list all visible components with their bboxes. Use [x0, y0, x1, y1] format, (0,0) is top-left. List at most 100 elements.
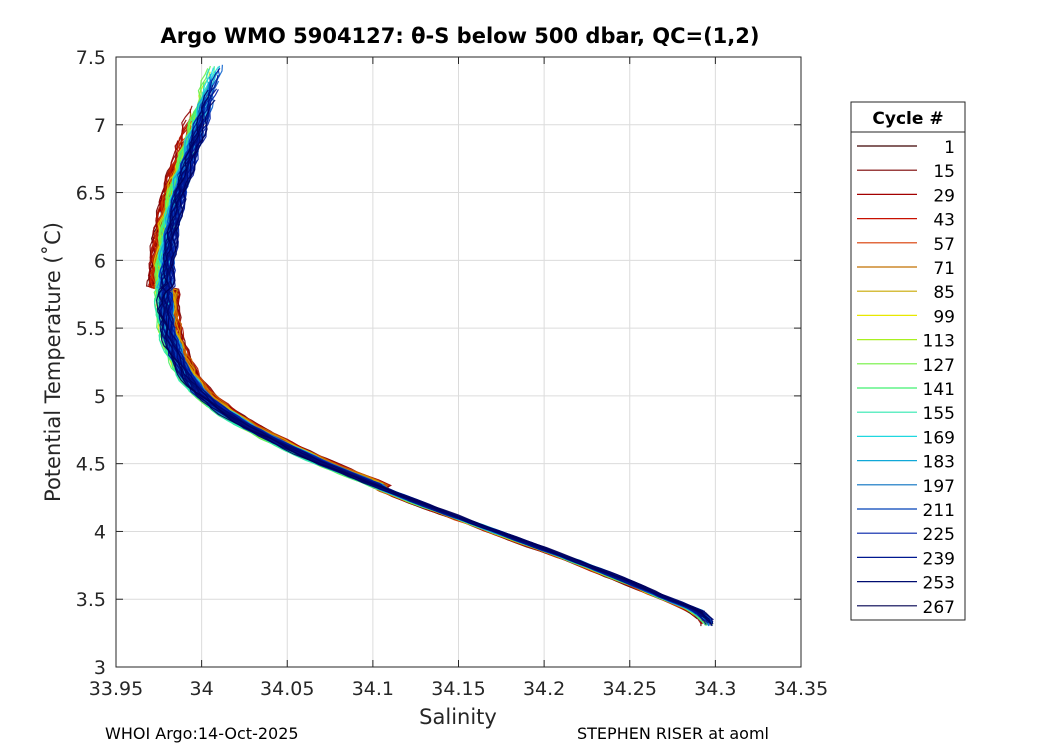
profile-curve	[145, 165, 694, 616]
footer-credit: STEPHEN RISER at aoml	[577, 724, 769, 743]
y-tick-label: 3.5	[76, 589, 106, 611]
y-tick-label: 7	[94, 115, 106, 137]
x-tick-label: 34.15	[431, 678, 485, 700]
profile-curve	[158, 129, 711, 625]
profile-curve	[156, 124, 709, 623]
profile-curve	[160, 100, 710, 622]
profile-curve	[149, 123, 703, 625]
profile-curve	[161, 71, 709, 622]
profile-curve	[147, 109, 702, 625]
profile-curve	[160, 104, 707, 620]
profile-curve	[160, 65, 697, 615]
profile-curve	[159, 107, 696, 613]
profile-curve	[165, 69, 702, 618]
profile-curve	[156, 144, 708, 623]
profile-curve	[159, 72, 710, 624]
profile-curve	[157, 92, 710, 621]
legend-entry: 29	[933, 186, 955, 206]
profile-curve	[157, 67, 713, 625]
profile-curve	[158, 94, 712, 622]
profile-curve	[162, 123, 714, 621]
profile-curve	[156, 137, 701, 619]
profile-curve	[158, 84, 708, 623]
profile-curve	[154, 68, 709, 621]
profile-curve	[154, 162, 699, 613]
legend-entry: 141	[923, 380, 955, 400]
profile-curve	[158, 80, 699, 611]
profile-curve	[154, 144, 698, 620]
profile-curve	[154, 161, 698, 613]
profile-curve	[151, 156, 699, 617]
profile-curve	[160, 128, 708, 617]
y-tick-label: 6	[94, 250, 106, 272]
profile-curve	[159, 131, 697, 611]
profile-curve	[151, 111, 698, 615]
profile-curve	[161, 183, 701, 614]
profile-curve	[155, 123, 699, 616]
profile-curve	[166, 64, 700, 615]
profile-curve	[150, 149, 706, 626]
profile-curve	[156, 108, 693, 613]
profile-curve	[155, 82, 708, 623]
profile-curve	[159, 128, 709, 624]
legend-entry: 43	[933, 211, 955, 231]
profile-curve	[161, 158, 705, 624]
y-tick-label: 3	[94, 657, 106, 679]
legend-entry: 15	[933, 162, 955, 182]
profile-curve	[157, 167, 706, 623]
legend-entry: 225	[923, 525, 955, 545]
profile-curve	[154, 97, 701, 620]
profile-curve	[147, 105, 698, 617]
x-tick-label: 33.95	[89, 678, 143, 700]
profile-curve	[164, 129, 706, 613]
profile-curve	[156, 98, 698, 614]
profile-curve	[154, 164, 702, 618]
profile-curve	[155, 128, 704, 618]
legend-entry: 183	[923, 453, 955, 473]
legend-entry: 239	[923, 549, 955, 569]
profile-curve	[157, 165, 695, 617]
profile-curve	[148, 140, 702, 621]
profile-curve	[155, 114, 705, 620]
profile-curve	[159, 107, 693, 612]
legend-title: Cycle #	[872, 109, 943, 129]
profile-curve	[164, 89, 704, 622]
profile-curve	[163, 131, 708, 619]
grid	[115, 56, 802, 668]
profile-curve	[156, 137, 693, 613]
profile-curve	[153, 162, 707, 626]
profile-curve	[155, 136, 706, 617]
x-tick-label: 34	[190, 678, 214, 700]
x-tick-label: 34.35	[774, 678, 828, 700]
profile-curve	[165, 143, 704, 621]
profile-curve	[159, 87, 705, 618]
x-axis-label: Salinity	[419, 705, 497, 729]
x-tick-label: 34.25	[603, 678, 657, 700]
profile-curve	[154, 155, 689, 613]
profile-curve	[158, 80, 711, 620]
profile-curve	[154, 91, 703, 618]
profile-curve	[154, 157, 692, 612]
profile-curve	[160, 129, 710, 624]
profile-curve	[155, 139, 712, 622]
profile-curve	[162, 140, 711, 623]
profile-curve	[157, 73, 703, 616]
profile-curve	[161, 88, 707, 625]
profile-curve	[158, 129, 706, 621]
profile-curve	[163, 66, 709, 625]
profile-curve	[154, 113, 692, 612]
legend-entry: 85	[933, 283, 955, 303]
profile-curve	[158, 123, 704, 614]
profile-curve	[156, 71, 691, 612]
x-tick-label: 34.2	[523, 678, 565, 700]
legend-entry: 71	[933, 259, 955, 279]
profile-curve	[156, 96, 710, 622]
legend-entry: 169	[923, 428, 955, 448]
profile-curve	[151, 171, 705, 619]
legend-entry: 127	[923, 356, 955, 376]
chart-title: Argo WMO 5904127: θ-S below 500 dbar, QC…	[160, 24, 760, 48]
profile-curve	[154, 108, 711, 625]
profile-curve	[153, 158, 698, 613]
profile-curve	[160, 79, 710, 623]
